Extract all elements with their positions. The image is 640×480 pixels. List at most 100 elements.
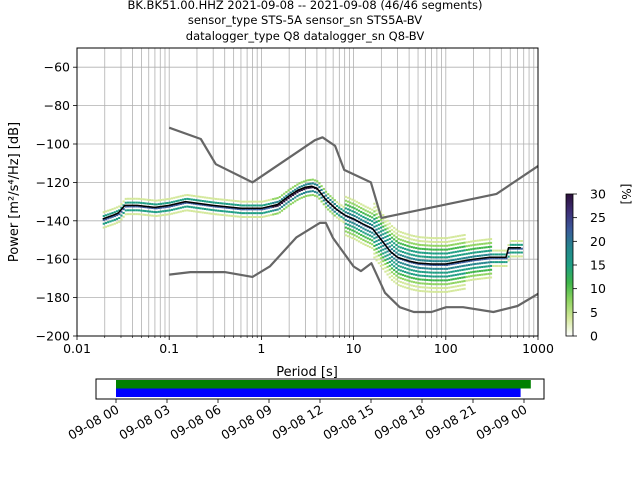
density-cell	[175, 207, 178, 210]
density-cell	[291, 194, 295, 197]
density-cell	[142, 198, 145, 201]
density-cell	[489, 261, 493, 264]
density-cell	[485, 261, 488, 264]
density-cell	[302, 180, 306, 183]
density-cell	[487, 276, 490, 279]
density-cell	[421, 240, 424, 243]
density-cell	[210, 205, 213, 208]
density-cell	[351, 210, 354, 213]
density-cell	[443, 260, 446, 263]
density-cell	[221, 210, 224, 213]
density-cell	[247, 216, 251, 218]
density-cell	[118, 213, 121, 216]
density-cell	[408, 245, 411, 248]
density-cell	[437, 267, 440, 270]
density-cell	[448, 278, 451, 281]
density-cell	[415, 266, 418, 269]
density-cell	[300, 185, 303, 188]
density-cell	[483, 261, 486, 264]
density-cell	[371, 243, 374, 246]
density-cell	[467, 271, 471, 274]
density-cell	[483, 250, 486, 253]
density-cell	[408, 268, 411, 271]
density-cell	[450, 278, 453, 281]
density-cell	[164, 206, 167, 209]
density-cell	[419, 282, 422, 285]
density-cell	[448, 248, 451, 251]
density-cell	[450, 247, 453, 250]
density-cell	[441, 244, 444, 247]
density-cell	[388, 222, 391, 225]
density-cell	[415, 254, 418, 257]
density-cell	[302, 195, 306, 198]
density-cell	[349, 205, 352, 208]
density-cell	[338, 206, 341, 209]
density-cell	[395, 263, 398, 266]
availability-bars	[116, 380, 531, 397]
density-cell	[412, 284, 416, 287]
density-cell	[503, 264, 506, 267]
density-cell	[478, 250, 482, 253]
density-cell	[126, 205, 130, 208]
density-cell	[461, 253, 464, 256]
density-cell	[404, 240, 407, 243]
density-cell	[159, 206, 163, 209]
density-cell	[426, 236, 429, 239]
density-cell	[412, 250, 416, 253]
density-cell	[331, 208, 334, 211]
density-cell	[307, 194, 310, 197]
density-cell	[448, 275, 451, 278]
density-cell	[426, 248, 429, 251]
density-cell	[386, 258, 389, 261]
density-cell	[430, 248, 433, 251]
density-cell	[423, 248, 427, 251]
density-cell	[439, 248, 442, 251]
density-cell	[373, 237, 376, 240]
density-cell	[465, 252, 468, 255]
density-cell	[190, 210, 193, 213]
density-cell	[155, 203, 158, 206]
density-cell	[485, 250, 488, 253]
density-cell	[520, 255, 523, 258]
density-cell	[283, 196, 286, 199]
density-cell	[419, 247, 422, 250]
density-cell	[494, 257, 497, 260]
density-cell	[459, 273, 462, 276]
density-cell	[450, 251, 453, 254]
density-cell	[157, 203, 160, 206]
density-cell	[104, 214, 108, 217]
density-cell	[445, 267, 449, 270]
density-cell	[230, 211, 233, 214]
density-cell	[393, 242, 396, 245]
density-cell	[197, 203, 200, 206]
density-cell	[390, 259, 394, 262]
density-cell	[364, 217, 367, 220]
density-cell	[439, 264, 442, 266]
density-cell	[285, 206, 288, 209]
density-cell	[177, 199, 180, 202]
density-cell	[245, 204, 248, 207]
density-cell	[470, 259, 473, 262]
density-cell	[261, 204, 264, 207]
density-cell	[410, 261, 413, 264]
density-cell	[393, 276, 396, 279]
density-cell	[417, 274, 420, 277]
density-cell	[476, 258, 479, 261]
density-cell	[360, 210, 363, 213]
density-cell	[417, 251, 420, 254]
density-cell	[122, 200, 125, 203]
density-cell	[368, 234, 372, 237]
density-cell	[313, 183, 317, 186]
density-cell	[415, 247, 418, 250]
density-cell	[351, 237, 354, 240]
density-cell	[461, 280, 464, 283]
density-cell	[111, 215, 114, 218]
density-cell	[144, 213, 147, 216]
density-cell	[401, 235, 405, 238]
density-cell	[256, 204, 259, 207]
density-cell	[404, 282, 407, 285]
density-cell	[441, 287, 444, 290]
density-cell	[327, 204, 330, 207]
density-cell	[265, 207, 268, 210]
density-cell	[516, 243, 519, 246]
